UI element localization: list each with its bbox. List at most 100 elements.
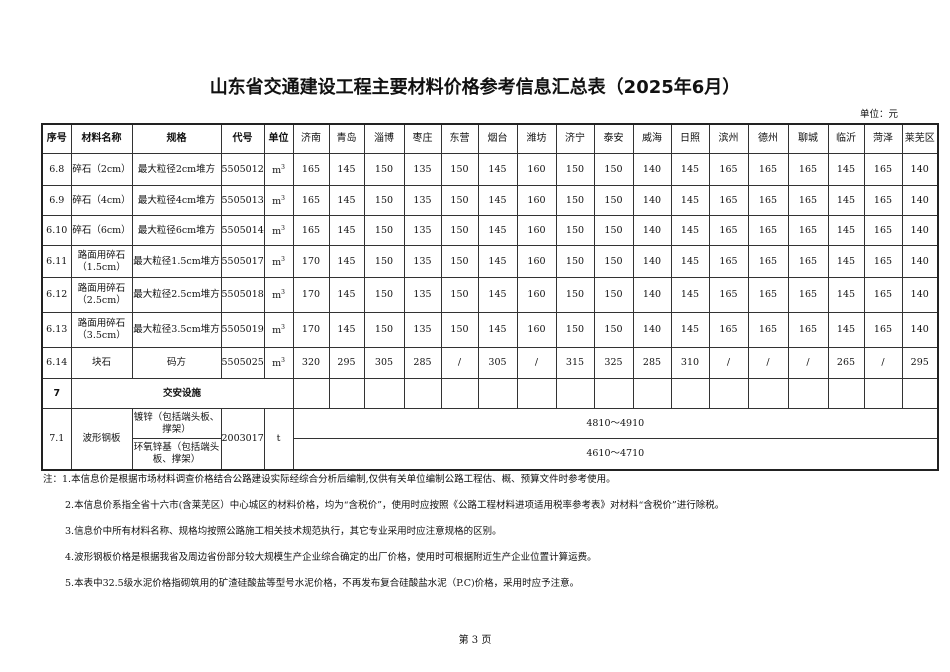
material-code: 5505019: [220, 312, 265, 348]
row-number: 6.14: [41, 347, 72, 379]
price-cell: 150: [593, 312, 634, 348]
row-number-text: 6.10: [46, 224, 68, 236]
material-spec: 最大粒径4cm堆方: [131, 185, 222, 216]
price-cell: 140: [632, 277, 672, 313]
price-cell: 165: [708, 185, 749, 216]
price-cell-text: 160: [527, 289, 546, 300]
price-cell: 145: [670, 185, 710, 216]
price-cell-text: 135: [413, 255, 432, 267]
price-cell: 145: [477, 215, 518, 246]
note-item: 2.本信息价系指全省十六市(含莱芜区）中心城区的材料价格，均为“含税价”，使用时…: [65, 500, 725, 511]
material-unit-text: m: [272, 358, 282, 370]
price-cell: 285: [403, 347, 442, 379]
price-cell: 150: [593, 277, 634, 313]
price-cell: 145: [827, 277, 865, 313]
price-cell: 150: [440, 312, 479, 348]
price-cell: 150: [555, 312, 595, 348]
empty-cell: [403, 378, 442, 409]
header-city-text: 潍坊: [526, 133, 547, 144]
price-cell: 165: [747, 153, 789, 186]
price-cell-text: 150: [374, 255, 394, 267]
price-cell: 165: [863, 185, 903, 216]
material-code: 2003017: [220, 408, 265, 470]
price-cell: 145: [328, 277, 365, 313]
material-code-text: 5505018: [221, 289, 264, 300]
price-cell-text: 150: [565, 194, 585, 206]
price-cell: 150: [363, 245, 405, 278]
price-cell-text: 150: [374, 324, 394, 335]
price-cell-text: 295: [337, 357, 356, 368]
price-cell-text: /: [534, 357, 539, 368]
header-city-text: 威海: [642, 133, 662, 144]
material-code-text: 5505014: [221, 224, 264, 236]
empty-cell: [593, 378, 634, 409]
price-cell-text: 305: [374, 357, 394, 368]
price-cell-text: 285: [642, 357, 662, 368]
material-name-text: 块石: [91, 357, 111, 368]
price-cell: 165: [863, 277, 903, 313]
material-code: 5505012: [220, 153, 265, 186]
price-cell-text: /: [766, 357, 770, 368]
price-cell-text: 150: [565, 255, 585, 267]
price-cell: 150: [555, 277, 595, 313]
price-cell: 145: [827, 215, 865, 246]
price-cell-text: 145: [337, 163, 356, 175]
price-cell-text: 150: [565, 224, 585, 236]
header-no: 序号: [41, 123, 72, 154]
price-cell-text: 315: [565, 357, 585, 368]
price-cell-text: 150: [565, 163, 585, 175]
empty-cell: [632, 378, 672, 409]
price-cell: 165: [787, 153, 829, 186]
price-cell: 150: [440, 245, 479, 278]
category-name: 交安设施: [70, 378, 294, 409]
price-cell-text: 145: [488, 224, 507, 236]
price-cell: 165: [292, 185, 330, 216]
price-cell-text: 170: [301, 289, 321, 300]
price-cell-text: 150: [374, 224, 394, 236]
row-number-text: 6.12: [46, 289, 68, 300]
empty-cell: [363, 378, 405, 409]
row-number: 6.13: [41, 312, 72, 348]
price-cell-text: 285: [413, 357, 432, 368]
material-spec-text: 镀锌（包括端头板、撑架）: [133, 411, 220, 435]
material-spec: 最大粒径3.5cm堆方: [131, 312, 222, 348]
price-cell: 145: [477, 185, 518, 216]
price-cell-text: 165: [758, 194, 778, 206]
price-cell-text: 145: [488, 194, 507, 206]
price-cell: 150: [363, 185, 405, 216]
price-cell-text: 145: [836, 163, 856, 175]
row-number: 6.8: [41, 153, 72, 186]
row-number-text: 7.1: [49, 432, 65, 444]
header-city: 潍坊: [516, 123, 557, 154]
price-cell: 145: [670, 312, 710, 348]
price-cell: 165: [708, 277, 749, 313]
price-cell-text: 140: [910, 255, 929, 267]
price-cell-text: 295: [910, 357, 929, 368]
table-row: 6.14 块石 码方 5505025 m3 320 295 305 285/305/315 325…: [41, 347, 939, 379]
price-cell: 140: [632, 312, 672, 348]
material-name: 路面用碎石（3.5cm）: [70, 312, 133, 348]
header-city-text: 莱芜区: [904, 133, 935, 144]
price-cell: /: [440, 347, 479, 379]
material-code-text: 5505025: [221, 357, 264, 368]
table-row: 6.9 碎石（4cm） 最大粒径4cm堆方 5505013 m3 165 145 150 135…: [41, 185, 939, 216]
empty-cell: [328, 378, 365, 409]
price-cell-text: 165: [798, 255, 818, 267]
price-cell: 145: [670, 153, 710, 186]
material-name-text: 路面用碎石（2.5cm）: [77, 283, 126, 306]
price-cell-text: 140: [910, 194, 929, 206]
empty-cell: [516, 378, 557, 409]
price-cell: 160: [516, 215, 557, 246]
price-cell-text: 160: [527, 163, 546, 175]
price-cell: 165: [708, 215, 749, 246]
material-spec-text: 最大粒径4cm堆方: [137, 194, 216, 206]
material-name-text: 波形钢板: [82, 432, 121, 444]
price-cell-text: 265: [836, 357, 856, 368]
price-cell-text: 165: [719, 324, 738, 335]
empty-cell: [863, 378, 903, 409]
material-name-text: 路面用碎石（1.5cm）: [77, 249, 126, 273]
header-row: 序号 材料名称 规格 代号 单位 济南 青岛 淄博 枣庄 东营 烟台 潍坊 济宁 泰安 威海 日照 滨州 德州 聊城…: [41, 123, 939, 154]
unit-superscript: 3: [281, 324, 285, 332]
price-cell-text: 140: [910, 324, 929, 335]
material-unit-text: m: [272, 165, 282, 177]
